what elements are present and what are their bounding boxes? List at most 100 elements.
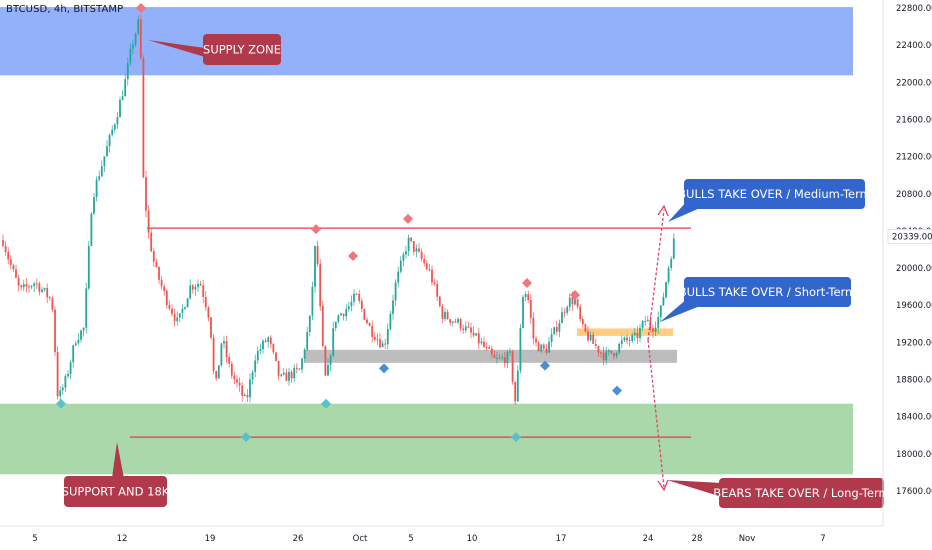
candle-body <box>579 306 582 320</box>
candle-body <box>610 350 613 354</box>
candle-body <box>589 334 592 341</box>
pivot-high-marker <box>311 224 321 235</box>
candle-body <box>230 363 233 376</box>
candle-body <box>314 246 316 287</box>
candle-body <box>602 352 605 361</box>
candle-body <box>366 319 368 324</box>
candle-body <box>451 321 454 323</box>
candle-body <box>15 269 17 278</box>
candle-body <box>259 349 262 351</box>
candle-body <box>163 286 166 291</box>
candle-body <box>158 267 160 280</box>
pivot-low-marker <box>56 398 66 409</box>
candle-body <box>124 79 127 97</box>
candle-body <box>207 307 210 318</box>
candle-body <box>571 297 574 305</box>
candle-body <box>462 328 465 331</box>
candle-body <box>267 337 270 342</box>
y-tick-label: 22400.00 <box>896 41 932 51</box>
candle-body <box>561 312 563 324</box>
pivot-high-marker <box>136 3 146 13</box>
candle-body <box>220 343 223 366</box>
candle-body <box>121 96 124 100</box>
candle-body <box>386 328 389 345</box>
candle-body <box>4 245 7 253</box>
candle-body <box>228 357 231 364</box>
candle-body <box>436 283 439 297</box>
x-axis: 5 12 19 26 Oct 5 10 17 24 28 Nov 7 <box>32 534 825 544</box>
candle-body <box>402 254 405 261</box>
candle-body <box>199 283 202 286</box>
candle-body <box>306 332 309 350</box>
candle-body <box>472 332 475 336</box>
candle-body <box>77 339 80 344</box>
candle-body <box>262 340 264 350</box>
candle-body <box>251 371 254 380</box>
medium-term-bull-callout: BULLS TAKE OVER / Medium-Term <box>668 179 871 222</box>
candle-body <box>558 323 561 332</box>
pivot-high-marker <box>348 251 358 262</box>
candle-body <box>137 19 140 34</box>
candle-body <box>191 285 194 290</box>
price-tag-box <box>887 229 932 245</box>
candle-body <box>431 269 433 283</box>
candle-body <box>563 312 566 314</box>
x-tick-label: Oct <box>353 534 368 544</box>
support-callout: SUPPORT AND 18K <box>62 442 170 507</box>
candle-body <box>272 343 275 353</box>
candle-body <box>467 326 470 328</box>
y-tick-label: 19200.00 <box>896 338 932 348</box>
candle-body <box>103 156 106 167</box>
candle-body <box>490 348 493 355</box>
candle-body <box>38 283 41 292</box>
candle-body <box>537 342 540 352</box>
candle-body <box>132 44 134 49</box>
candle-body <box>392 300 394 314</box>
candle-body <box>412 241 415 252</box>
candle-body <box>524 294 527 298</box>
candle-body <box>12 265 15 270</box>
candle-body <box>553 327 556 335</box>
candle-body <box>171 308 173 314</box>
x-tick-label: 10 <box>467 534 478 544</box>
candle-body <box>371 325 374 337</box>
candle-body <box>605 351 608 361</box>
candle-body <box>147 210 150 233</box>
candle-body <box>301 358 303 370</box>
candle-body <box>43 287 46 290</box>
callout-text: BULLS TAKE OVER / Medium-Term <box>678 187 871 201</box>
candle-body <box>485 346 488 348</box>
candle-body <box>342 313 345 317</box>
candle-body <box>72 345 75 363</box>
candle-body <box>532 317 535 339</box>
candle-body <box>503 357 506 364</box>
candle-body <box>618 343 621 353</box>
candle-body <box>69 362 72 374</box>
candle-body <box>17 277 20 286</box>
candle-body <box>282 372 285 375</box>
y-tick-label: 22000.00 <box>896 78 932 88</box>
candle-body <box>511 351 514 382</box>
y-axis: 22800.00 22400.00 22000.00 21600.00 21200.00… <box>896 4 932 497</box>
candle-body <box>246 395 249 398</box>
candle-body <box>626 337 628 341</box>
breakout-zone <box>577 328 673 336</box>
candle-body <box>293 367 296 379</box>
candle-body <box>506 351 509 364</box>
candle-body <box>2 240 4 246</box>
candle-body <box>176 317 179 322</box>
candle-body <box>540 344 543 352</box>
candle-body <box>35 283 38 285</box>
candle-body <box>327 364 329 376</box>
candle-body <box>667 268 670 283</box>
candle-body <box>225 341 228 358</box>
callout-text: SUPPLY ZONE <box>203 43 281 57</box>
callout-text: BULLS TAKE OVER / Short-Term <box>679 285 857 299</box>
candle-body <box>46 287 49 298</box>
candle-body <box>574 299 576 305</box>
pivot-low-marker <box>612 385 622 396</box>
candle-body <box>620 340 623 344</box>
candle-body <box>516 370 519 402</box>
